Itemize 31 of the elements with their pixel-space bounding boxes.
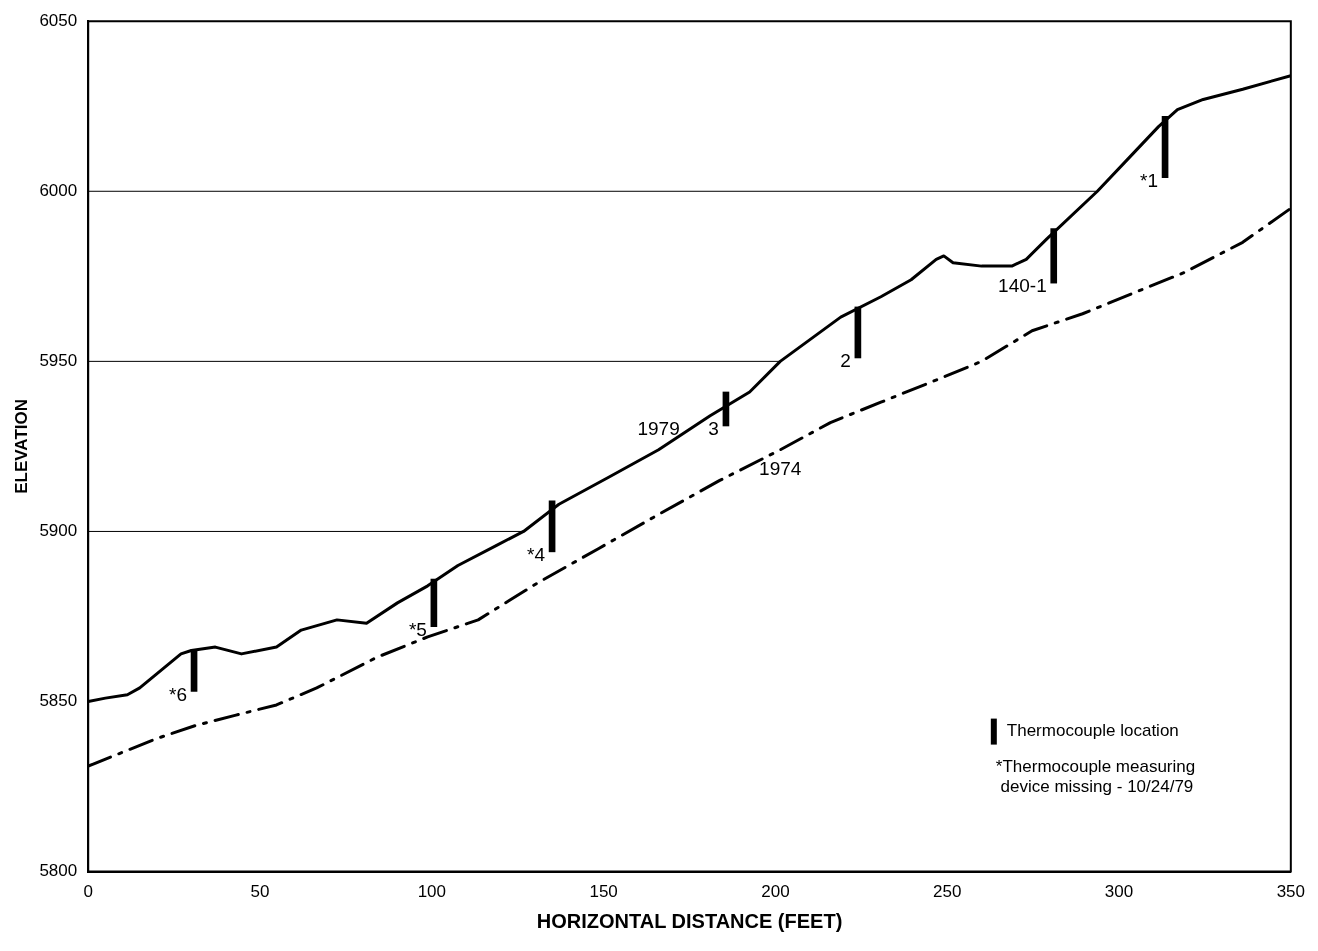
annotation: *6 [169,683,188,705]
y-tick-label: 5900 [39,521,78,541]
annotation: *Thermocouple measuring device missing - 10/24/79 [995,757,1196,797]
annotation: *4 [527,544,546,566]
y-axis-title: ELEVATION [11,399,31,494]
x-tick-label: 350 [1276,882,1306,902]
x-tick-label: 0 [83,882,93,902]
bar [1161,116,1169,178]
annotation: *5 [408,618,427,640]
legend-label: Thermocouple location [1006,721,1179,741]
x-axis-title: HORIZONTAL DISTANCE (FEET) [536,909,843,932]
annotation: 140-1 [998,275,1047,297]
bar [1050,228,1058,284]
x-tick-label: 150 [589,882,618,902]
annotation: *1 [1140,169,1159,191]
x-tick-label: 50 [250,882,270,902]
annotation: 1979 [637,418,680,440]
x-tick-label: 100 [417,882,447,902]
y-tick-label: 5950 [39,351,78,371]
y-tick-label: 6050 [39,10,78,30]
bar [548,500,556,553]
annotation: 1974 [759,458,802,480]
y-tick-label: 5800 [39,861,78,881]
y-tick-label: 5850 [39,691,78,711]
x-tick-label: 300 [1104,882,1134,902]
annotation: 3 [708,418,719,440]
x-tick-label: 200 [761,882,790,902]
x-tick-label: 250 [933,882,962,902]
annotation: 2 [840,350,851,372]
y-tick-label: 6000 [39,180,78,200]
bar [190,650,198,692]
